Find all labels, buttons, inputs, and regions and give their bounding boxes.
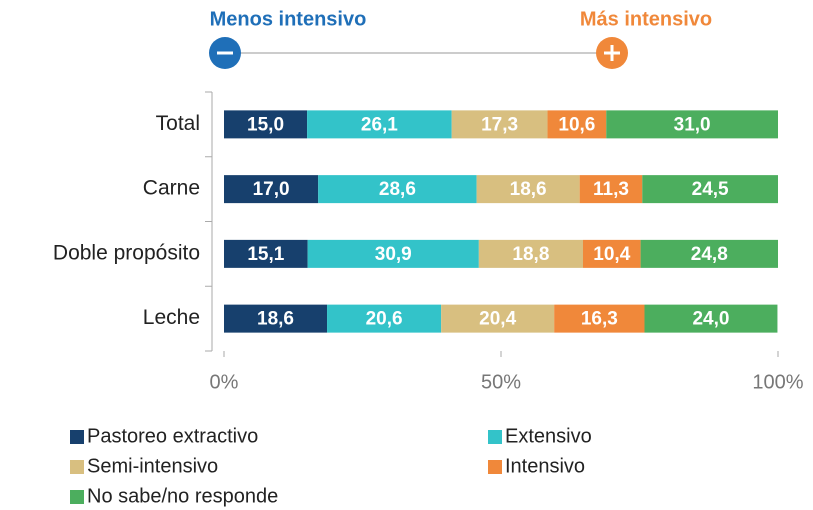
bar-segment	[478, 239, 583, 268]
annotation: Más intensivo	[580, 8, 712, 30]
data-label: 17,0	[253, 179, 290, 200]
data-label: 18,6	[510, 179, 547, 200]
bar-segment	[307, 239, 479, 268]
bar-segment	[554, 304, 645, 333]
legend-swatch	[488, 460, 502, 474]
data-label: 30,9	[375, 244, 412, 265]
bar-segment	[547, 110, 607, 139]
data-label: 24,8	[691, 244, 728, 265]
legend-swatch	[70, 490, 84, 504]
x-tick-label: 0%	[210, 371, 239, 393]
category-label: Carne	[143, 177, 200, 200]
data-label: 10,6	[558, 114, 595, 135]
category-label: Leche	[143, 306, 200, 329]
data-label: 24,0	[692, 309, 729, 330]
bar-segment	[224, 304, 328, 333]
bar-segment	[644, 304, 778, 333]
x-tick-label: 100%	[752, 371, 803, 393]
bar-segment	[606, 110, 778, 139]
legend-label: Intensivo	[505, 455, 585, 477]
data-label: 24,5	[692, 179, 729, 200]
bar-segment	[224, 110, 308, 139]
annotation: Menos intensivo	[210, 8, 367, 30]
data-label: 10,4	[593, 244, 630, 265]
data-label: 11,3	[593, 179, 629, 200]
bar-segment	[224, 175, 319, 204]
bar-segment	[307, 110, 452, 139]
legend-swatch	[70, 430, 84, 444]
bar-segment	[441, 304, 555, 333]
data-label: 20,6	[366, 309, 403, 330]
legend-label: No sabe/no responde	[87, 485, 278, 507]
legend-label: Semi-intensivo	[87, 455, 218, 477]
bar-segment	[318, 175, 477, 204]
bar-segment	[582, 239, 641, 268]
bar-segment	[579, 175, 643, 204]
bar-segment	[642, 175, 778, 204]
bar-segment	[476, 175, 580, 204]
data-label: 18,8	[512, 244, 549, 265]
legend-label: Extensivo	[505, 425, 592, 447]
legend-label: Pastoreo extractivo	[87, 425, 258, 447]
category-label: Total	[156, 112, 200, 135]
data-label: 26,1	[361, 114, 398, 135]
data-label: 17,3	[481, 114, 518, 135]
bar-segment	[451, 110, 548, 139]
x-tick-label: 50%	[481, 371, 521, 393]
data-label: 18,6	[257, 309, 294, 330]
data-label: 31,0	[674, 114, 711, 135]
legend-swatch	[488, 430, 502, 444]
legend-swatch	[70, 460, 84, 474]
data-label: 15,1	[247, 244, 284, 265]
bar-segment	[327, 304, 442, 333]
data-label: 20,4	[479, 309, 516, 330]
bar-segment	[640, 239, 778, 268]
data-label: 28,6	[379, 179, 416, 200]
data-label: 15,0	[247, 114, 284, 135]
bar-segment	[224, 239, 308, 268]
data-label: 16,3	[581, 309, 618, 330]
category-label: Doble propósito	[53, 241, 200, 264]
